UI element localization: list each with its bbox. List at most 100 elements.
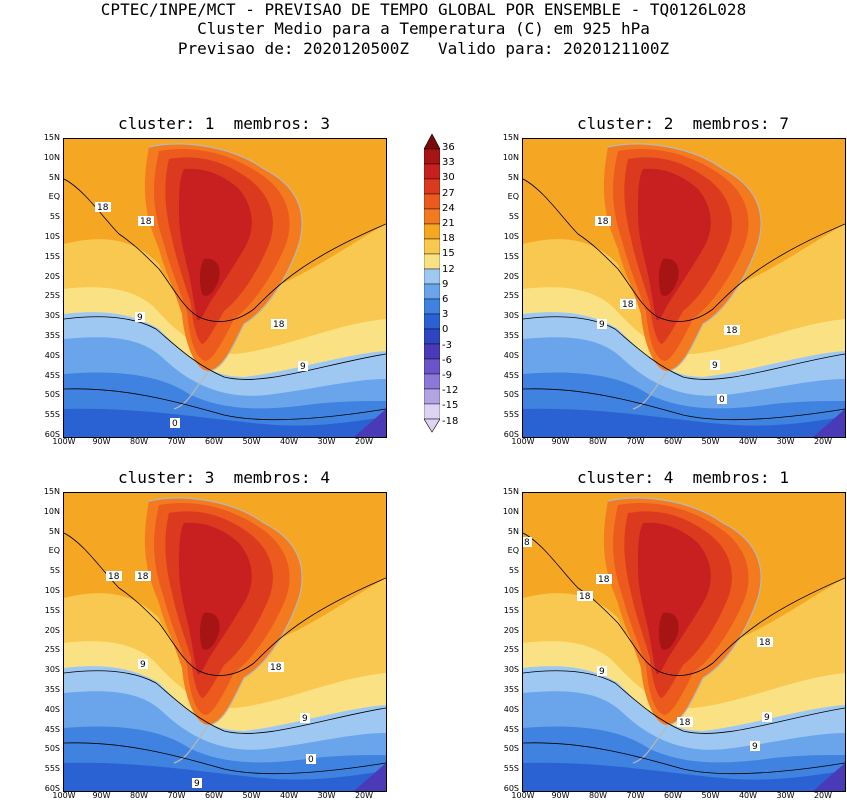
coastline [148,497,303,764]
lat-tick-label: 10S [44,232,60,241]
lon-tick-label: 20W [813,437,833,446]
colorbar-tick-label: 18 [442,233,455,245]
colorbar-swatch [424,313,440,330]
lon-tick-label: 70W [167,791,186,800]
lat-tick-label: 45S [44,370,60,380]
lat-tick-label: 60S [44,430,60,439]
colorbar-swatch [424,163,440,180]
lat-tick-label: 50S [44,390,60,400]
svg-text:18: 18 [97,203,109,213]
map-panel-2: 18 18 9 18 9 0 [522,138,846,438]
map-svg: 18 18 9 18 9 0 [64,139,386,437]
contour-label: 9 [135,312,145,323]
svg-text:9: 9 [140,660,146,670]
map-svg: 8 18 18 18 9 18 9 9 [523,493,845,791]
contour-label: 9 [298,361,308,372]
panel-2-title: cluster: 2 membros: 7 [577,114,789,133]
colorbar-swatch [424,283,440,300]
contour-label: 9 [762,712,772,723]
contour-label: 18 [135,571,151,582]
lat-tick-label: EQ [507,192,519,202]
lat-tick-label: 20S [503,271,519,281]
contour-line [64,742,386,775]
lat-tick-label: 55S [44,410,60,420]
lat-tick-label: 40S [503,704,519,714]
contour-label: 8 [523,537,532,548]
lon-tick-label: 90W [551,791,570,800]
lon-tick-label: 50W [701,791,720,800]
colorbar-bottom-arrow [424,418,440,433]
lat-tick-label: 15S [44,605,60,615]
lat-tick-label: 5S [49,212,60,222]
lat-tick-label: 35S [44,685,60,694]
lon-tick-label: 80W [129,791,149,800]
svg-text:8: 8 [524,538,530,548]
lat-tick-label: 10N [43,152,60,162]
lat-tick-label: 15S [44,251,60,261]
svg-text:9: 9 [300,362,306,372]
lat-tick-label: 25S [44,291,60,301]
colorbar-tick-label: 33 [442,157,455,169]
colorbar-swatch [424,343,440,360]
lon-tick-label: 90W [92,437,111,446]
lon-tick-label: 70W [167,437,186,446]
colorbar-tick-label: 27 [442,187,455,199]
lon-tick-label: 60W [204,791,224,800]
colorbar-swatch [424,328,440,345]
lat-tick-label: 25S [44,645,60,655]
colorbar-tick-label: -18 [442,415,459,427]
svg-text:9: 9 [752,742,758,752]
lat-tick-label: 40S [44,350,60,360]
contour-label: 9 [597,666,607,677]
colorbar-tick-label: 21 [442,218,455,229]
lon-tick-label: 50W [701,437,720,446]
lat-tick-label: 30S [503,665,519,675]
svg-text:18: 18 [108,572,120,582]
colorbar-tick-label: 12 [442,263,455,275]
lat-tick-label: EQ [48,192,60,202]
panel-4-title: cluster: 4 membros: 1 [577,468,789,487]
lat-tick-label: 50S [503,744,519,754]
contour-label: 18 [138,216,154,227]
temperature-band [64,762,386,791]
lat-tick-label: 15N [43,487,60,496]
lat-tick-label: 55S [44,764,60,774]
contour-label: 9 [300,713,310,724]
lat-tick-label: 5N [48,172,60,182]
colorbar-tick-label: 9 [442,278,449,290]
svg-text:0: 0 [172,419,178,429]
contour-label: 0 [170,418,180,429]
lon-tick-label: 50W [242,791,261,800]
contour-label: 0 [306,754,316,765]
lon-tick-label: 20W [813,791,833,800]
coastline [607,143,762,410]
lat-tick-label: 55S [503,410,519,420]
lat-tick-label: 45S [503,370,519,380]
lon-tick-label: 100W [52,791,76,800]
lat-tick-label: 15N [502,487,519,496]
lat-tick-label: 30S [44,665,60,675]
lat-tick-label: 15S [503,605,519,615]
svg-text:18: 18 [597,217,609,227]
map-svg: 18 18 9 18 9 0 9 [64,493,386,791]
lat-tick-label: 20S [44,625,60,635]
colorbar-swatch [424,388,440,405]
svg-text:18: 18 [726,326,738,336]
coastline [607,497,762,764]
contour-label: 18 [106,571,122,582]
temperature-band [658,258,679,296]
lon-tick-label: 100W [511,791,535,800]
lat-tick-label: 45S [44,724,60,734]
lat-tick-label: 60S [503,784,519,793]
colorbar-tick-label: 0 [442,324,449,336]
lon-tick-label: 40W [738,791,758,800]
colorbar-tick-label: 6 [442,294,449,305]
lon-tick-label: 30W [776,791,795,800]
lon-tick-label: 20W [354,437,374,446]
colorbar-tick-label: 24 [442,202,455,214]
temperature-band [658,612,679,650]
lon-tick-label: 40W [738,437,758,446]
lat-tick-label: 10N [43,506,60,516]
temperature-band [354,763,386,791]
lon-tick-label: 100W [52,437,76,446]
